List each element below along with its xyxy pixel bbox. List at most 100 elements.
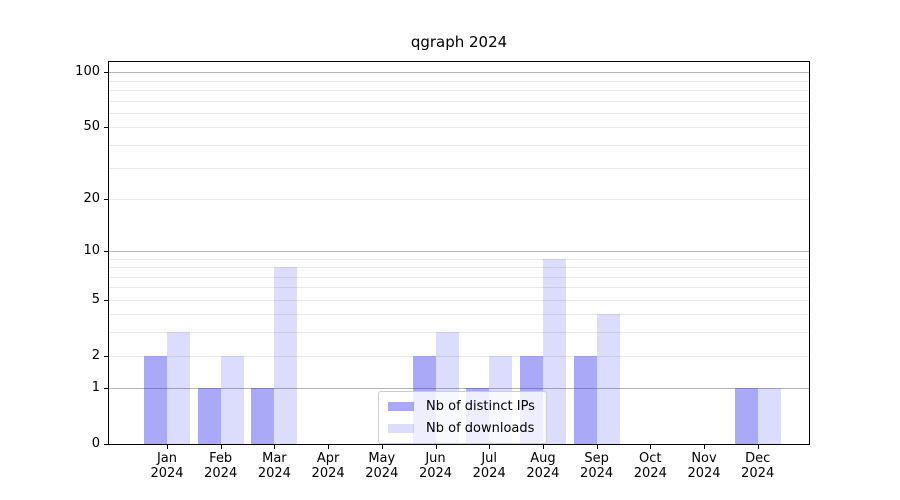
grid-line-minor — [109, 332, 809, 334]
x-tick-mark — [650, 445, 652, 449]
x-tick-mark — [328, 445, 330, 449]
x-tick-label-year: 2024 — [150, 466, 184, 481]
grid-line-minor — [109, 355, 809, 357]
bar-distinct-ips — [734, 388, 758, 444]
y-tick-label: 10 — [83, 242, 100, 258]
x-tick-mark — [596, 445, 598, 449]
y-tick-label: 20 — [83, 190, 100, 206]
x-tick-label-year: 2024 — [741, 466, 775, 481]
y-tick-mark — [104, 198, 108, 200]
grid-line-minor — [109, 198, 809, 200]
legend-swatch-downloads — [388, 424, 414, 433]
x-tick-label-month: Jul — [481, 451, 498, 466]
x-tick-label: Sep 2024 — [566, 451, 628, 481]
x-tick-label-month: Dec — [745, 451, 771, 466]
x-tick-label: Nov 2024 — [673, 451, 735, 481]
y-tick-mark — [104, 250, 108, 252]
x-tick-label: Mar 2024 — [243, 451, 305, 481]
x-tick-label-year: 2024 — [633, 466, 667, 481]
x-tick-label-month: Aug — [530, 451, 556, 466]
grid-line-minor — [109, 113, 809, 115]
y-tick-label: 5 — [91, 291, 100, 307]
grid-line-major — [109, 250, 809, 252]
x-tick-label-year: 2024 — [365, 466, 399, 481]
legend-item: Nb of downloads — [388, 421, 537, 436]
x-tick-mark — [220, 445, 222, 449]
x-tick-label: May 2024 — [351, 451, 413, 481]
grid-line-minor — [109, 314, 809, 316]
legend-label: Nb of downloads — [426, 421, 535, 436]
y-tick-mark — [104, 355, 108, 357]
plot-area — [108, 61, 810, 445]
grid-line-minor — [109, 167, 809, 169]
bar-downloads — [542, 258, 566, 444]
x-tick-label-month: Sep — [584, 451, 609, 466]
x-tick-label: Aug 2024 — [512, 451, 574, 481]
legend: Nb of distinct IPs Nb of downloads — [378, 391, 547, 444]
bar-downloads — [596, 314, 620, 444]
bar-downloads — [274, 267, 298, 444]
x-tick-mark — [435, 445, 437, 449]
bar-downloads — [220, 355, 244, 444]
y-tick-label: 50 — [83, 119, 100, 135]
legend-label: Nb of distinct IPs — [426, 399, 535, 414]
x-tick-mark — [274, 445, 276, 449]
x-tick-label-year: 2024 — [418, 466, 453, 481]
grid-line-minor — [109, 145, 809, 147]
x-tick-label-month: Feb — [209, 451, 233, 466]
x-tick-label-year: 2024 — [257, 466, 291, 481]
grid-line-major — [109, 388, 809, 390]
grid-line-minor — [109, 287, 809, 289]
x-tick-mark — [381, 445, 383, 449]
x-tick-mark — [757, 445, 759, 449]
y-tick-mark — [104, 72, 108, 74]
legend-item: Nb of distinct IPs — [388, 399, 537, 414]
x-tick-label: Oct 2024 — [619, 451, 681, 481]
x-tick-label-year: 2024 — [687, 466, 721, 481]
bar-distinct-ips — [251, 388, 275, 444]
x-tick-mark — [167, 445, 168, 449]
x-tick-label: Feb 2024 — [190, 451, 252, 481]
x-tick-label-year: 2024 — [204, 466, 238, 481]
x-tick-label: Jan 2024 — [136, 451, 198, 481]
x-tick-label-month: Apr — [316, 451, 340, 466]
bar-distinct-ips — [144, 355, 167, 444]
bar-downloads — [757, 388, 781, 444]
x-tick-label: Jul 2024 — [458, 451, 520, 481]
x-tick-label-month: Nov — [691, 451, 717, 466]
y-tick-mark — [104, 127, 108, 129]
x-tick-label-year: 2024 — [311, 466, 345, 481]
grid-line-minor — [109, 90, 809, 92]
x-tick-label-year: 2024 — [472, 466, 506, 481]
grid-line-minor — [109, 258, 809, 260]
bar-distinct-ips — [573, 355, 597, 444]
bar-distinct-ips — [197, 388, 221, 444]
x-tick-label: Apr 2024 — [297, 451, 359, 481]
y-tick-mark — [104, 388, 108, 390]
x-tick-label: Dec 2024 — [727, 451, 789, 481]
x-tick-label-month: May — [368, 451, 396, 466]
x-tick-label-month: Oct — [639, 451, 662, 466]
x-tick-label-month: Mar — [262, 451, 287, 466]
x-tick-mark — [489, 445, 491, 449]
bar-downloads — [167, 332, 190, 444]
grid-line-minor — [109, 299, 809, 301]
grid-line-minor — [109, 127, 809, 129]
grid-line-minor — [109, 80, 809, 82]
grid-line-minor — [109, 276, 809, 278]
x-tick-mark — [542, 445, 544, 449]
x-tick-mark — [704, 445, 705, 449]
y-tick-label: 0 — [91, 436, 100, 451]
x-tick-label-month: Jun — [425, 451, 446, 466]
x-tick-label-year: 2024 — [526, 466, 560, 481]
chart-title: qgraph 2024 — [410, 33, 508, 51]
grid-line-minor — [109, 100, 809, 102]
y-tick-mark — [104, 444, 108, 445]
y-tick-label: 1 — [91, 380, 100, 396]
grid-line-minor — [109, 267, 809, 269]
y-tick-label: 100 — [75, 64, 100, 80]
y-tick-label: 2 — [91, 347, 100, 363]
y-tick-mark — [104, 299, 108, 301]
x-tick-label-month: Jan — [156, 451, 178, 466]
